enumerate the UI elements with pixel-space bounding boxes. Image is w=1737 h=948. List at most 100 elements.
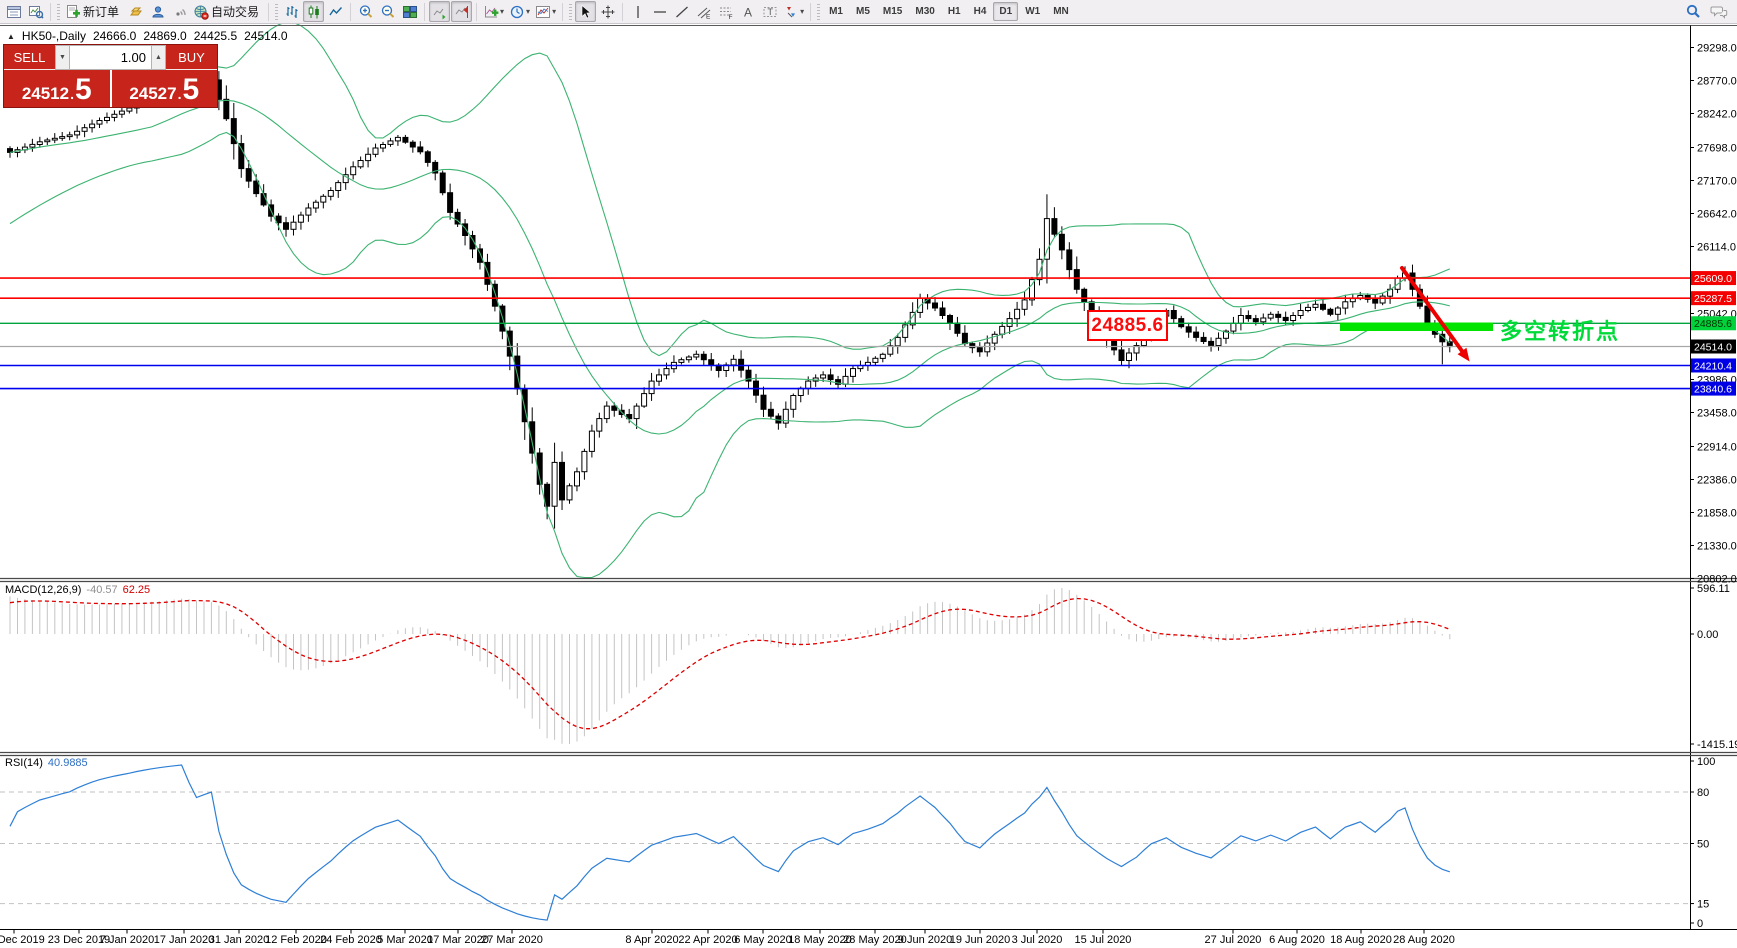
volume-increase-button[interactable]: ▲ xyxy=(151,45,166,70)
new-order-label: 新订单 xyxy=(83,5,120,19)
cursor-button[interactable] xyxy=(575,1,597,22)
bollinger-bands xyxy=(9,21,1451,579)
new-order-icon xyxy=(67,4,80,18)
auto-trading-globe-icon xyxy=(194,5,209,20)
trendline-icon xyxy=(675,6,688,17)
fibonacci-icon: F xyxy=(719,7,732,20)
timeframe-m30[interactable]: M30 xyxy=(915,6,935,17)
timeframe-bar: M1 M5 M15 M30 H1 H4 D1 W1 MN xyxy=(823,2,1075,21)
template-icon xyxy=(536,5,551,18)
svg-text:21330.0: 21330.0 xyxy=(1697,540,1737,552)
buy-price-int: 24527 xyxy=(129,84,177,103)
svg-text:25287.5: 25287.5 xyxy=(1694,293,1732,305)
profiles-button[interactable] xyxy=(25,1,46,22)
one-click-collapse-icon[interactable]: ▲ xyxy=(7,31,15,41)
buy-button[interactable]: BUY xyxy=(166,45,217,70)
turning-point-label: 多空转折点 xyxy=(1500,319,1621,344)
crosshair-button[interactable] xyxy=(597,1,618,22)
text-label-icon: T xyxy=(763,6,777,17)
text-label-button[interactable]: T xyxy=(759,1,780,22)
arrows-button[interactable]: ▾ xyxy=(781,1,806,22)
bar-chart-button[interactable] xyxy=(281,1,302,22)
volume-decrease-button[interactable]: ▼ xyxy=(55,45,70,70)
chart-shift-button[interactable] xyxy=(451,1,473,22)
toolbar-grip xyxy=(569,3,573,20)
timeframe-m5[interactable]: M5 xyxy=(856,6,870,17)
community-person-icon xyxy=(152,5,164,17)
horizontal-line-button[interactable] xyxy=(649,1,670,22)
svg-text:31 Jan 2020: 31 Jan 2020 xyxy=(209,934,270,946)
separator xyxy=(50,2,51,21)
rsi-indicator xyxy=(0,764,1690,921)
svg-text:12 Feb 2020: 12 Feb 2020 xyxy=(265,934,327,946)
separator xyxy=(622,2,624,21)
charts-list-button[interactable] xyxy=(3,1,24,22)
vertical-line-button[interactable] xyxy=(627,1,648,22)
search-button[interactable] xyxy=(1683,1,1704,22)
svg-text:A: A xyxy=(744,5,752,19)
gold-icon xyxy=(129,7,142,15)
zoom-out-button[interactable] xyxy=(377,1,398,22)
svg-text:596.11: 596.11 xyxy=(1697,583,1730,595)
templates-button[interactable]: ▾ xyxy=(533,1,558,22)
one-click-trading-panel: SELL ▼ 1.00 ▲ BUY 24512 . 5 24527 . 5 xyxy=(3,44,218,108)
candlestick-chart-button[interactable] xyxy=(303,1,325,22)
channel-button[interactable]: E xyxy=(693,1,714,22)
text-a-icon: A xyxy=(744,5,752,19)
zoom-out-icon xyxy=(381,4,394,18)
svg-text:27 Mar 2020: 27 Mar 2020 xyxy=(481,934,543,946)
periods-button[interactable]: ▾ xyxy=(507,1,532,22)
crosshair-icon xyxy=(601,5,615,18)
community-button[interactable] xyxy=(147,1,168,22)
chat-button[interactable] xyxy=(1708,1,1730,22)
timeframe-m15[interactable]: M15 xyxy=(882,6,903,17)
zoom-in-button[interactable] xyxy=(355,1,376,22)
svg-text:23458.0: 23458.0 xyxy=(1697,407,1737,419)
text-button[interactable]: A xyxy=(737,1,758,22)
timeframe-mn[interactable]: MN xyxy=(1053,6,1069,17)
svg-text:3 Jul 2020: 3 Jul 2020 xyxy=(1012,934,1063,946)
svg-text:6 May 2020: 6 May 2020 xyxy=(734,934,791,946)
profile-chart-icon xyxy=(28,5,44,19)
svg-text:17 Jan 2020: 17 Jan 2020 xyxy=(154,934,215,946)
indicators-button[interactable]: ▾ xyxy=(481,1,506,22)
svg-text:8 Apr 2020: 8 Apr 2020 xyxy=(625,934,678,946)
market-button[interactable] xyxy=(125,1,146,22)
macd-indicator xyxy=(9,588,1451,744)
tile-windows-button[interactable] xyxy=(399,1,420,22)
svg-text:18 Aug 2020: 18 Aug 2020 xyxy=(1330,934,1392,946)
line-chart-button[interactable] xyxy=(325,1,346,22)
svg-text:0.00: 0.00 xyxy=(1697,629,1718,641)
timeframe-h1[interactable]: H1 xyxy=(947,6,961,17)
svg-text:24210.4: 24210.4 xyxy=(1694,360,1732,372)
cursor-icon xyxy=(581,4,591,18)
timeframe-w1[interactable]: W1 xyxy=(1025,6,1041,17)
svg-text:11 Dec 2019: 11 Dec 2019 xyxy=(0,934,45,946)
svg-text:24514.0: 24514.0 xyxy=(1694,341,1732,353)
sell-price[interactable]: 24512 . 5 xyxy=(4,70,110,107)
svg-text:23 Dec 2019: 23 Dec 2019 xyxy=(48,934,110,946)
timeframe-d1[interactable]: D1 xyxy=(993,2,1019,21)
trendline-button[interactable] xyxy=(671,1,692,22)
equidistant-channel-icon: E xyxy=(697,7,711,20)
fibonacci-button[interactable]: F xyxy=(715,1,736,22)
timeframe-m1[interactable]: M1 xyxy=(829,6,843,17)
sell-button[interactable]: SELL xyxy=(4,45,55,70)
buy-price[interactable]: 24527 . 5 xyxy=(109,70,218,107)
chevron-down-icon: ▾ xyxy=(526,7,531,16)
chart-shift-icon xyxy=(455,5,468,18)
macd-value: -40.57 xyxy=(86,584,118,596)
auto-scroll-button[interactable] xyxy=(429,1,451,22)
svg-text:21858.0: 21858.0 xyxy=(1697,507,1737,519)
new-order-button[interactable]: 新订单 xyxy=(63,1,124,22)
signals-button[interactable] xyxy=(169,1,190,22)
svg-text:E: E xyxy=(706,13,711,20)
auto-trading-button[interactable]: 自动交易 xyxy=(191,1,264,22)
volume-input[interactable]: 1.00 xyxy=(70,45,151,70)
chevron-down-icon: ▾ xyxy=(800,7,805,16)
macd-label: MACD(12,26,9) -40.57 62.25 xyxy=(5,584,150,596)
chat-bubbles-icon xyxy=(1710,6,1728,19)
timeframe-h4[interactable]: H4 xyxy=(973,6,987,17)
svg-text:17 Mar 2020: 17 Mar 2020 xyxy=(427,934,489,946)
